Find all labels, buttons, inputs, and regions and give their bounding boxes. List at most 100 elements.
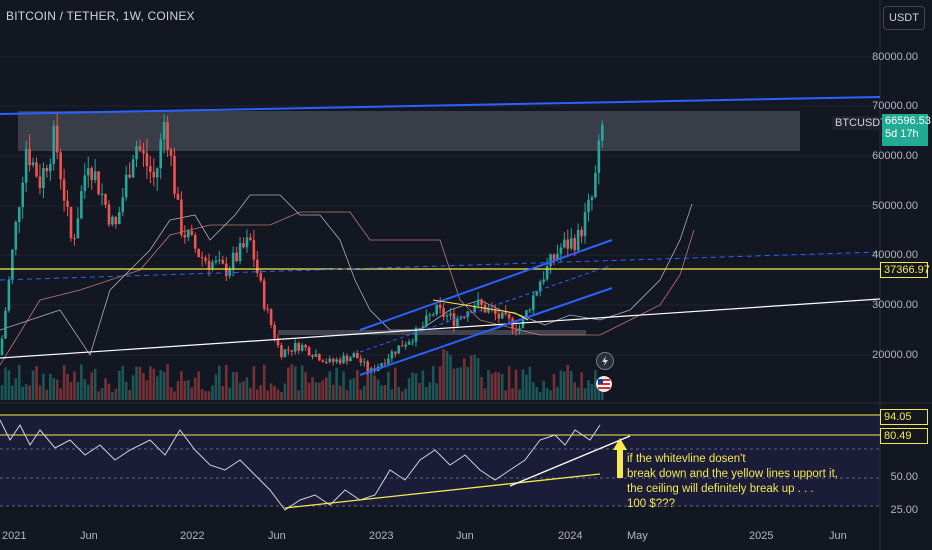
candle-body bbox=[311, 355, 314, 357]
candle-body bbox=[62, 179, 66, 201]
candle-body bbox=[93, 171, 97, 181]
volume-bar bbox=[390, 389, 394, 400]
candle-body bbox=[445, 315, 449, 317]
volume-bar bbox=[307, 382, 311, 400]
candle-body bbox=[335, 359, 338, 362]
candle-body bbox=[187, 231, 190, 238]
volume-bar bbox=[538, 391, 542, 400]
candle-body bbox=[86, 168, 90, 176]
candle-body bbox=[556, 253, 559, 260]
volume-bar bbox=[176, 381, 180, 400]
volume-bar bbox=[563, 371, 566, 400]
candle-body bbox=[221, 259, 225, 264]
volume-bar bbox=[535, 386, 539, 400]
volume-bar bbox=[601, 387, 604, 400]
us-flag-icon[interactable] bbox=[596, 376, 612, 392]
candle-body bbox=[266, 308, 269, 310]
candle-body bbox=[52, 125, 56, 165]
candle-body bbox=[259, 273, 263, 281]
candle-body bbox=[90, 168, 93, 181]
rsi-line bbox=[0, 419, 601, 511]
volume-bar bbox=[473, 355, 476, 400]
candle-body bbox=[532, 295, 535, 311]
volume-bar bbox=[235, 372, 238, 400]
candle-body bbox=[328, 358, 332, 363]
candle-body bbox=[535, 291, 539, 296]
volume-bar bbox=[104, 378, 107, 400]
volume-bar bbox=[35, 366, 38, 400]
volume-bar bbox=[197, 371, 200, 400]
candle-body bbox=[514, 329, 518, 331]
candle-body bbox=[207, 260, 211, 269]
volume-bar bbox=[421, 370, 425, 400]
volume-bar bbox=[90, 372, 93, 400]
candle-body bbox=[397, 345, 401, 354]
volume-bar bbox=[583, 388, 587, 400]
volume-bar bbox=[207, 391, 211, 400]
volume-bar bbox=[66, 374, 69, 400]
candle-body bbox=[245, 237, 249, 248]
volume-bar bbox=[224, 364, 228, 400]
candle-body bbox=[38, 176, 42, 189]
candle-body bbox=[193, 234, 197, 249]
time-tick: 2024 bbox=[558, 530, 583, 542]
volume-bar bbox=[459, 367, 463, 400]
volume-bar bbox=[352, 378, 356, 400]
candle-body bbox=[428, 314, 432, 316]
volume-bar bbox=[514, 369, 518, 400]
support-zone[interactable] bbox=[278, 330, 586, 335]
volume-bar bbox=[218, 365, 221, 400]
candle-body bbox=[528, 310, 532, 312]
candle-body bbox=[200, 256, 204, 258]
rsi-pane bbox=[0, 414, 880, 511]
candle-body bbox=[459, 317, 463, 319]
currency-button[interactable]: USDT bbox=[883, 6, 925, 30]
volume-bar bbox=[428, 382, 432, 400]
note-line: 100 $??? bbox=[627, 498, 675, 510]
price-tick: 70000.00 bbox=[872, 100, 918, 112]
candle-body bbox=[145, 153, 149, 167]
candle-body bbox=[166, 121, 169, 150]
volume-bar bbox=[283, 383, 287, 400]
volume-bar bbox=[221, 386, 225, 400]
volume-bar bbox=[314, 382, 318, 400]
volume-bar bbox=[14, 378, 18, 400]
volume-bar bbox=[418, 382, 421, 400]
candle-body bbox=[242, 243, 245, 248]
volume-bars bbox=[0, 349, 604, 400]
candle-body bbox=[362, 361, 366, 363]
volume-bar bbox=[97, 391, 100, 400]
volume-bar bbox=[93, 368, 97, 400]
volume-bar bbox=[17, 364, 21, 400]
candle-body bbox=[601, 124, 604, 141]
candle-body bbox=[97, 171, 100, 195]
candle-body bbox=[142, 150, 145, 154]
candle-body bbox=[173, 155, 176, 194]
resistance-zone[interactable] bbox=[18, 111, 800, 151]
price-tick: 40000.00 bbox=[872, 249, 918, 261]
candle-body bbox=[414, 327, 418, 342]
time-tick: Jun bbox=[456, 530, 474, 542]
candle-body bbox=[238, 243, 242, 262]
candle-body bbox=[269, 309, 273, 325]
candle-body bbox=[542, 279, 545, 282]
volume-bar bbox=[469, 355, 473, 400]
volume-bar bbox=[4, 367, 7, 400]
volume-bar bbox=[142, 373, 145, 400]
lightning-icon[interactable] bbox=[596, 352, 614, 370]
volume-bar bbox=[431, 366, 435, 400]
candle-body bbox=[176, 193, 180, 200]
candle-body bbox=[290, 350, 294, 352]
candle-body bbox=[390, 351, 394, 359]
blue-dashed-line bbox=[0, 251, 881, 281]
volume-bar bbox=[42, 373, 45, 400]
volume-bar bbox=[231, 372, 235, 400]
volume-bar bbox=[152, 368, 156, 400]
volume-bar bbox=[404, 388, 407, 400]
candle-body bbox=[518, 327, 521, 331]
candle-body bbox=[24, 149, 28, 183]
volume-bar bbox=[545, 387, 549, 400]
volume-bar bbox=[107, 383, 111, 400]
candle-body bbox=[349, 357, 352, 362]
